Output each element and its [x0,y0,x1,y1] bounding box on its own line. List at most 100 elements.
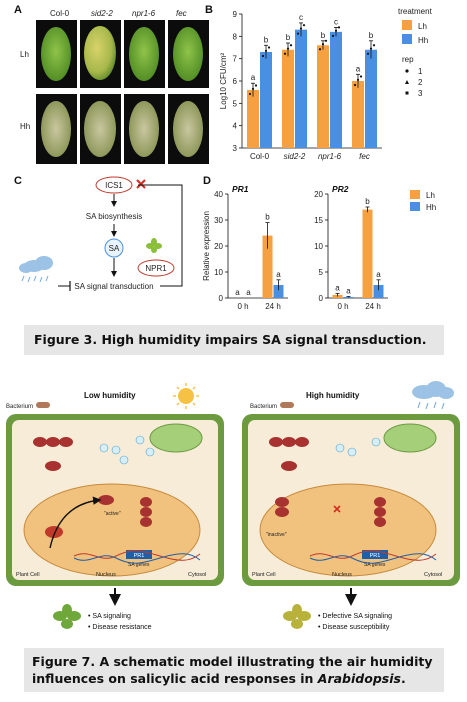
bar-hh [330,31,342,148]
svg-text:PR1: PR1 [134,553,145,559]
chloroplast-right [383,423,437,453]
significance-letter: b [321,31,326,40]
y-tick-label: 3 [233,144,238,153]
rep-point [254,84,258,87]
y-tick-label: 10 [214,268,223,277]
nucleus-left [23,483,201,577]
x-tick-label: 24 h [265,302,281,311]
legend-rep-marker [405,69,409,73]
significance-letter: b [365,197,370,206]
legend-rep-label: 1 [418,67,423,76]
active-label: "active" [104,511,121,517]
y-tick-label: 5 [233,99,238,108]
rep-point [334,29,338,32]
significance-letter: a [376,270,381,279]
svg-text:SA genes: SA genes [128,562,150,568]
y-axis-label: Log10 CFU/cm² [219,52,228,109]
rep-point [261,54,265,58]
panel-b-label: B [205,4,213,16]
y-tick-label: 0 [319,294,324,303]
figure-7-caption-line2: influences on salicylic acid responses i… [32,671,406,686]
low-humidity-panel: Low humidity Bacterium [6,383,224,631]
svg-text:Cytosol: Cytosol [424,572,442,578]
legend-swatch-hh [410,202,420,211]
svg-text:Plant Cell: Plant Cell [16,572,40,578]
bar-hh [295,29,307,149]
y-tick-label: 20 [214,242,223,251]
x-tick-label: 0 h [337,302,348,311]
x-tick-label: 24 h [365,302,381,311]
npr-protein-cluster-left [33,437,73,471]
y-tick-label: 5 [319,268,324,277]
legend-rep-label: 2 [418,78,423,87]
high-humidity-title: High humidity [306,391,360,400]
bar-hh [365,49,377,148]
legend-label-hh: Hh [418,36,428,45]
significance-letter: b [265,213,270,222]
outcome-low-1: • SA signaling [88,613,131,620]
row-label-lh: Lh [20,50,29,59]
y-tick-label: 7 [233,55,238,64]
legend-swatch-lh [410,190,420,199]
legend-label-lh: Lh [418,22,427,31]
bar-lh [262,235,273,298]
panel-a-leaf-photos: Col-0 sid2-2 npr1-6 fec Lh Hh [20,0,210,165]
x-tick-label: Col-0 [250,152,270,161]
ics1-node [95,176,133,194]
bar-hh [373,285,384,298]
row-label-hh: Hh [20,122,31,131]
y-tick-label: 6 [233,77,238,86]
significance-letter: b [369,31,374,40]
sun-icon [173,383,199,409]
sa-molecules-right [335,437,381,457]
y-tick-label: 9 [233,10,238,19]
healthy-plant-icon [53,604,81,629]
panel-c-diagram: ICS1 SA biosynthesis SA NPR1 SA signal t… [19,176,183,291]
legend-title-rep: rep [402,55,414,64]
legend-rep-label: 3 [418,89,423,98]
rep-point [296,32,300,35]
chloroplast-left [149,423,203,453]
y-tick-label: 40 [214,190,223,199]
npr-protein-cluster-right [269,437,309,471]
rep-point [372,44,376,47]
rep-point [264,49,268,52]
rep-point [283,52,287,55]
y-tick-label: 20 [314,190,323,199]
npr1-inactive-right [275,497,386,527]
legend-label-hh: Hh [426,203,436,212]
significance-letter: a [335,283,340,292]
chart-title: PR1 [232,184,249,194]
rep-point [321,43,325,46]
legend-rep-marker [405,91,409,95]
rep-point [366,52,370,55]
significance-letter: a [276,270,281,279]
legend-rep-marker [405,80,409,84]
panel-d-charts: PR1 0 10 20 30 40 Relative expression 0 h a a 24 h… [202,184,436,311]
figure-3-caption: Figure 3. High humidity impairs SA signa… [24,325,444,355]
npr1-active-left [98,495,152,527]
svg-text:Bacterium: Bacterium [250,404,277,410]
significance-letter: b [264,35,269,44]
col-header-col0: Col-0 [50,9,70,18]
rain-cloud-icon [19,256,53,283]
sa-node [104,238,124,258]
rep-point [331,34,335,37]
y-tick-label: 30 [214,216,223,225]
rep-point [324,39,328,42]
legend-label-lh: Lh [426,191,435,200]
rep-point [289,44,293,47]
panel-c-label: C [14,175,22,187]
y-tick-label: 4 [233,122,238,131]
col-header-fec: fec [176,9,187,18]
bar-hh [273,285,284,298]
rep-point [359,75,363,78]
pr1-gene-left [126,550,152,559]
figure-7-caption: Figure 7. A schematic model illustrating… [24,648,444,692]
figure-7-caption-line1: Figure 7. A schematic model illustrating… [32,654,433,669]
rep-point [286,47,290,50]
y-axis-label: Relative expression [202,211,211,281]
panel-a-label: A [14,4,22,16]
col-header-sid2: sid2-2 [91,9,113,18]
